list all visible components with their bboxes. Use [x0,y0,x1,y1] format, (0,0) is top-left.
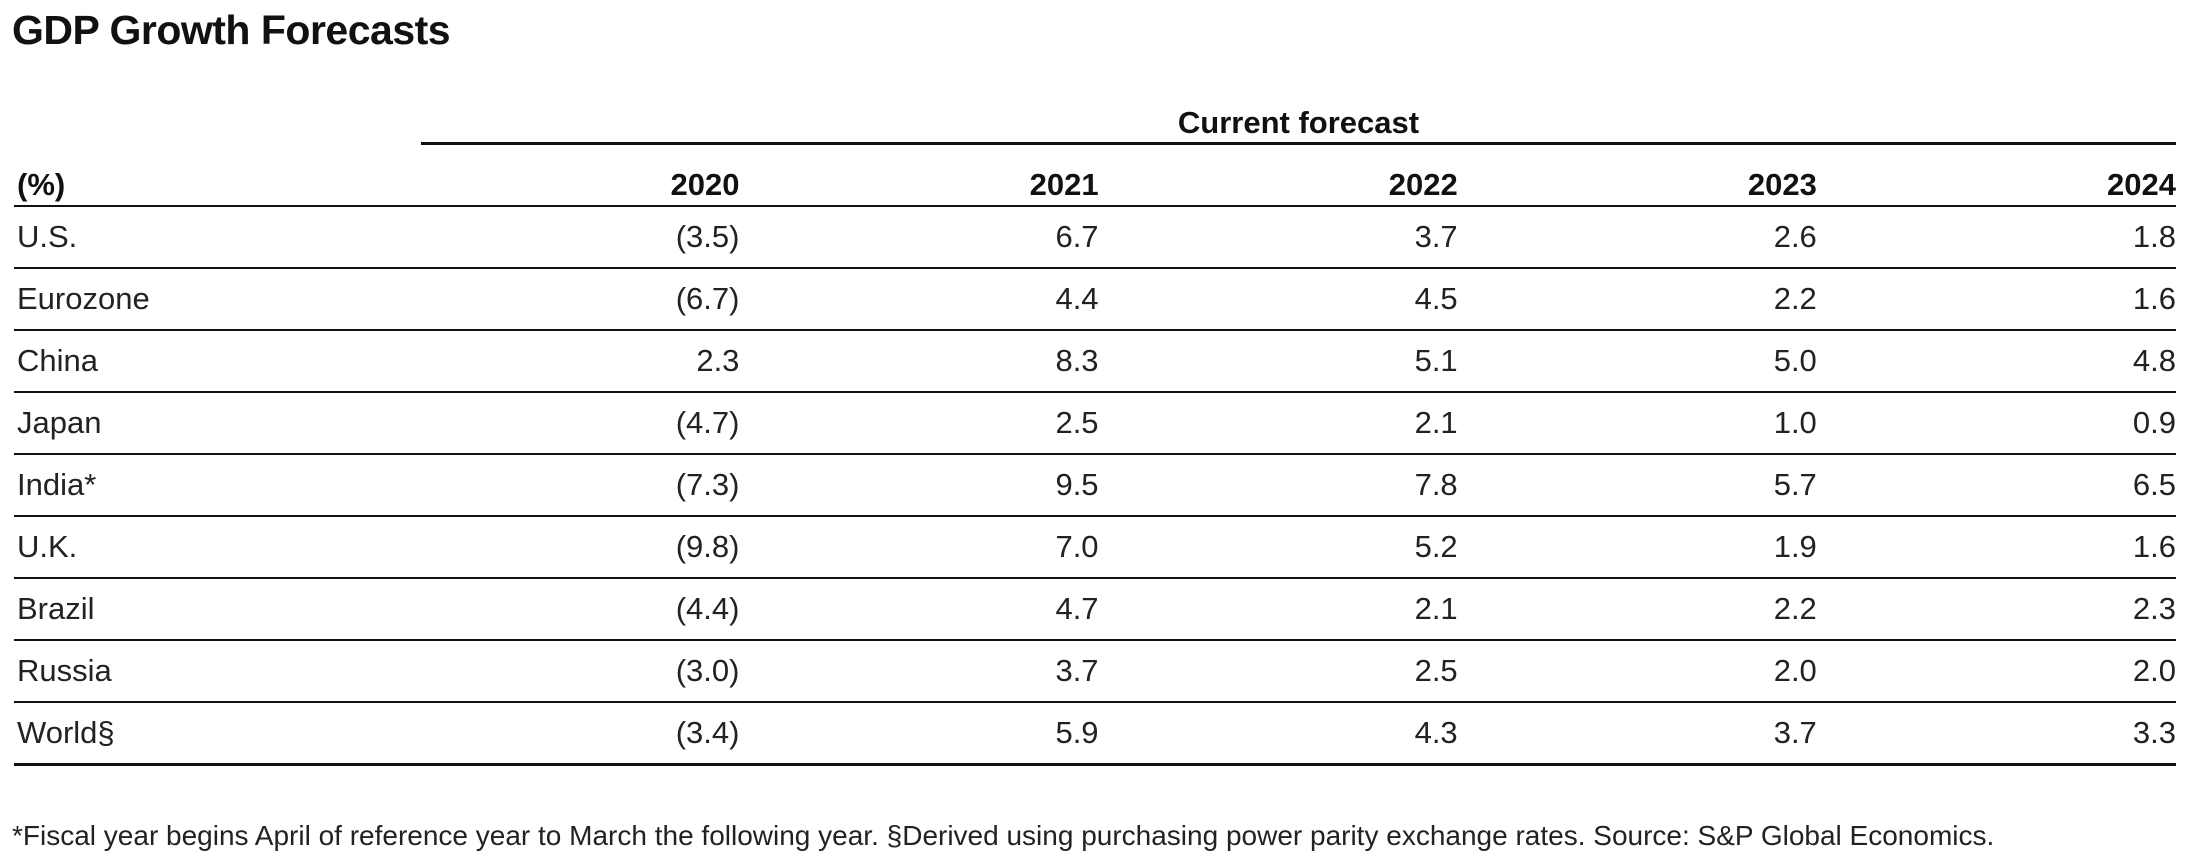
table-cell: (7.3) [380,454,740,517]
table-cell: 2.5 [1098,640,1458,703]
table-cell: 3.7 [1457,702,1817,766]
forecast-group-header: Current forecast [1177,105,1420,140]
table-cell: 1.8 [1816,206,2176,269]
table-cell: 5.7 [1457,454,1817,517]
footnote: *Fiscal year begins April of reference y… [12,820,1995,851]
column-header: 2024 [1816,165,2176,207]
table-cell: 2.3 [380,330,740,393]
table-cell: 7.8 [1098,454,1458,517]
table-cell: 2.1 [1098,392,1458,455]
column-header: 2022 [1098,165,1458,207]
page-title: GDP Growth Forecasts [12,7,451,53]
table-cell: 9.5 [739,454,1099,517]
row-label: U.K. [14,516,381,579]
table-cell: 7.0 [739,516,1099,579]
table-cell: 5.0 [1457,330,1817,393]
row-label: Russia [14,640,381,703]
table-row: U.S. (3.5) 6.7 3.7 2.6 1.8 [14,206,2176,269]
table-cell: (6.7) [380,268,740,331]
row-label: India* [14,454,381,517]
row-label: China [14,330,381,393]
unit-header: (%) [14,165,381,207]
row-label: Eurozone [14,268,381,331]
table-cell: 4.4 [739,268,1099,331]
group-header-rule [421,142,2176,145]
table-cell: 8.3 [739,330,1099,393]
table-cell: 4.7 [739,578,1099,641]
table-cell: 2.2 [1457,268,1817,331]
row-label: World§ [14,702,381,766]
table-cell: 4.8 [1816,330,2176,393]
table-cell: 2.1 [1098,578,1458,641]
table-cell: 0.9 [1816,392,2176,455]
table-row: China 2.3 8.3 5.1 5.0 4.8 [14,330,2176,393]
table-cell: 2.3 [1816,578,2176,641]
table-cell: 4.5 [1098,268,1458,331]
table-cell: 3.7 [739,640,1099,703]
table-cell: 4.3 [1098,702,1458,766]
table-row: World§ (3.4) 5.9 4.3 3.7 3.3 [14,702,2176,766]
table-cell: 6.5 [1816,454,2176,517]
table-cell: 3.3 [1816,702,2176,766]
table-row: India* (7.3) 9.5 7.8 5.7 6.5 [14,454,2176,517]
table-cell: (9.8) [380,516,740,579]
table-row: Eurozone (6.7) 4.4 4.5 2.2 1.6 [14,268,2176,331]
table-row: Brazil (4.4) 4.7 2.1 2.2 2.3 [14,578,2176,641]
table-cell: 2.0 [1457,640,1817,703]
row-label: Brazil [14,578,381,641]
table-cell: 3.7 [1098,206,1458,269]
gdp-forecast-table: (%) 2020 2021 2022 2023 2024 U.S. (3.5) … [14,165,2176,766]
table-cell: (3.5) [380,206,740,269]
table-row: Russia (3.0) 3.7 2.5 2.0 2.0 [14,640,2176,703]
table-cell: 2.2 [1457,578,1817,641]
table-cell: (4.7) [380,392,740,455]
table-cell: 5.1 [1098,330,1458,393]
table-cell: 2.6 [1457,206,1817,269]
table-row: Japan (4.7) 2.5 2.1 1.0 0.9 [14,392,2176,455]
row-label: Japan [14,392,381,455]
table-cell: (3.4) [380,702,740,766]
table-cell: (3.0) [380,640,740,703]
table-cell: 1.6 [1816,268,2176,331]
table-cell: 1.9 [1457,516,1817,579]
table-cell: 2.5 [739,392,1099,455]
table-cell: 6.7 [739,206,1099,269]
table-cell: 1.6 [1816,516,2176,579]
table-cell: 2.0 [1816,640,2176,703]
table-header-row: (%) 2020 2021 2022 2023 2024 [14,165,2176,207]
table-cell: 1.0 [1457,392,1817,455]
column-header: 2020 [380,165,740,207]
table-cell: (4.4) [380,578,740,641]
table-row: U.K. (9.8) 7.0 5.2 1.9 1.6 [14,516,2176,579]
column-header: 2023 [1457,165,1817,207]
table-cell: 5.2 [1098,516,1458,579]
column-header: 2021 [739,165,1099,207]
row-label: U.S. [14,206,381,269]
table-cell: 5.9 [739,702,1099,766]
